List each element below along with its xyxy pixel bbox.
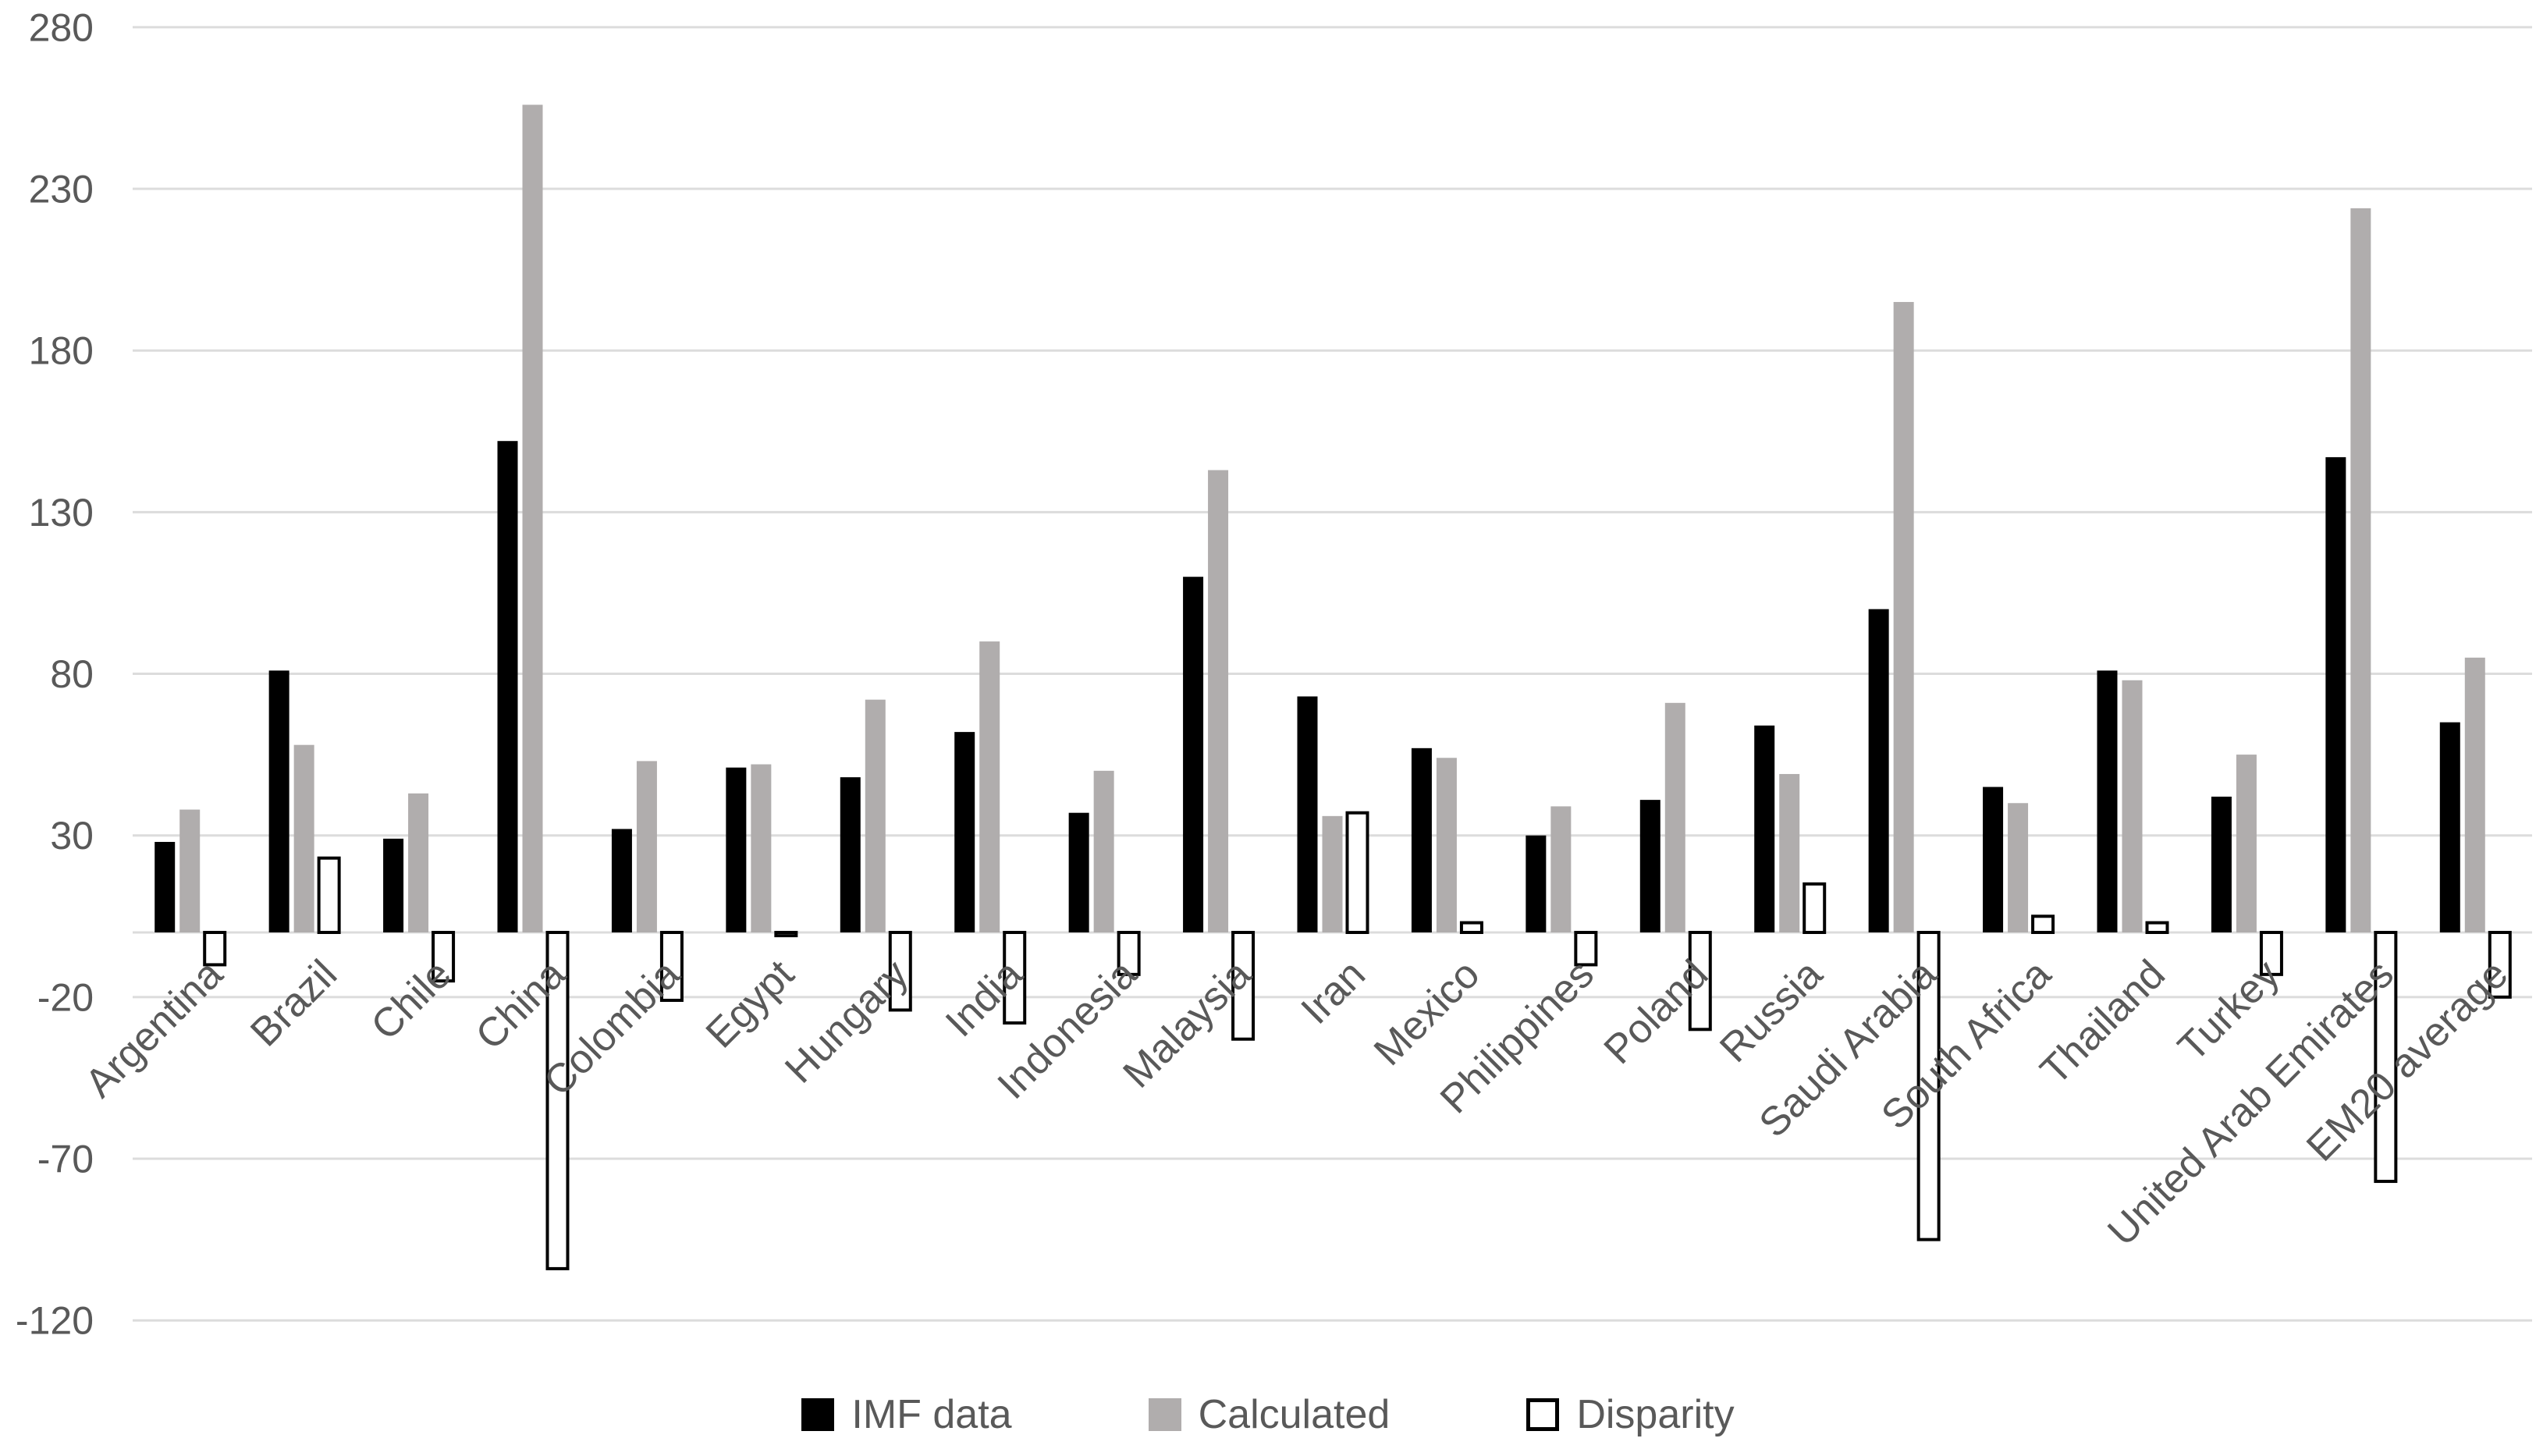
imf-data-bar-south-africa — [1983, 787, 2004, 932]
imf-data-bar-chile — [383, 838, 404, 932]
disparity-bar-south-africa — [2031, 914, 2055, 934]
calculated-bar-colombia — [636, 761, 657, 932]
imf-data-bar-poland — [1639, 800, 1660, 932]
legend-item-imf-data: IMF data — [801, 1391, 1012, 1438]
legend-item-disparity: Disparity — [1526, 1391, 1735, 1438]
legend-label-disparity: Disparity — [1576, 1392, 1735, 1437]
imf-data-bar-argentina — [155, 841, 176, 932]
disparity-bar-saudi-arabia — [1916, 931, 1941, 1241]
imf-data-bar-china — [497, 441, 518, 932]
disparity-bar-argentina — [203, 931, 227, 967]
disparity-bar-india — [1003, 931, 1027, 1025]
x-category-label-thailand: Thailand — [2032, 951, 2174, 1093]
x-category-label-brazil: Brazil — [242, 951, 346, 1055]
calculated-bar-mexico — [1436, 758, 1457, 932]
imf-data-bar-turkey — [2211, 796, 2232, 932]
x-category-label-hungary: Hungary — [776, 951, 917, 1092]
legend-label-imf-data: IMF data — [851, 1392, 1012, 1437]
y-axis-tick-label: -20 — [37, 975, 94, 1019]
bar-chart-plot-area: 280 230 180 130 80 30 -20 -70 -120 Argentina Brazi… — [16, 5, 2532, 1343]
imf-data-swatch-icon — [801, 1398, 835, 1431]
y-axis-tick-label: 180 — [29, 329, 94, 373]
disparity-bar-indonesia — [1117, 931, 1141, 976]
calculated-bar-south-africa — [2008, 803, 2029, 932]
imf-data-bar-united-arab-emirates — [2325, 456, 2346, 932]
disparity-bar-russia — [1803, 882, 1827, 934]
imf-data-bar-em20-average — [2439, 722, 2460, 932]
imf-data-bar-hungary — [840, 777, 861, 932]
calculated-swatch-icon — [1148, 1398, 1181, 1431]
disparity-bar-united-arab-emirates — [2374, 931, 2398, 1184]
calculated-bar-china — [522, 105, 543, 933]
imf-data-bar-indonesia — [1068, 812, 1089, 932]
calculated-bar-malaysia — [1208, 470, 1229, 932]
disparity-bar-thailand — [2145, 921, 2169, 935]
y-axis-tick-label: -120 — [16, 1299, 94, 1343]
calculated-bar-turkey — [2236, 755, 2257, 932]
disparity-bar-malaysia — [1231, 931, 1256, 1041]
y-axis-tick-label: 130 — [29, 491, 94, 534]
calculated-bar-russia — [1779, 773, 1800, 932]
x-category-label-iran: Iran — [1293, 951, 1374, 1032]
y-axis-tick-label: 230 — [29, 168, 94, 211]
y-axis-tick-label: 30 — [50, 814, 94, 858]
calculated-bar-india — [979, 641, 1000, 932]
disparity-bar-colombia — [659, 931, 684, 1003]
calculated-bar-em20-average — [2464, 657, 2485, 932]
calculated-bar-hungary — [865, 699, 886, 932]
imf-data-bar-saudi-arabia — [1868, 609, 1889, 932]
imf-data-bar-thailand — [2097, 670, 2118, 932]
calculated-bar-thailand — [2122, 680, 2143, 932]
legend-item-calculated: Calculated — [1148, 1391, 1391, 1438]
x-category-label-em20-average: EM20 average — [2298, 951, 2516, 1170]
x-category-label-egypt: Egypt — [698, 951, 803, 1056]
disparity-bar-mexico — [1459, 921, 1483, 935]
disparity-bar-hungary — [888, 931, 912, 1012]
disparity-bar-poland — [1688, 931, 1712, 1032]
calculated-bar-poland — [1664, 702, 1685, 932]
disparity-bar-egypt — [774, 931, 798, 938]
imf-data-bar-india — [954, 732, 975, 932]
imf-data-bar-philippines — [1526, 835, 1547, 932]
imf-data-bar-colombia — [611, 829, 632, 932]
chart-legend: IMF data Calculated Disparity — [0, 1380, 2536, 1450]
disparity-swatch-icon — [1526, 1398, 1560, 1431]
disparity-bar-china — [545, 931, 570, 1270]
disparity-bar-iran — [1345, 811, 1369, 935]
disparity-bar-em20-average — [2488, 931, 2512, 999]
imf-data-bar-brazil — [268, 670, 289, 932]
x-category-label-argentina: Argentina — [76, 951, 231, 1106]
disparity-bar-philippines — [1574, 931, 1598, 967]
calculated-bar-egypt — [751, 764, 772, 932]
imf-data-bar-egypt — [726, 767, 747, 932]
imf-data-bar-malaysia — [1183, 577, 1204, 932]
disparity-bar-chile — [432, 931, 456, 983]
imf-data-bar-mexico — [1411, 748, 1432, 932]
calculated-bar-saudi-arabia — [1893, 302, 1914, 932]
y-axis-tick-label: -70 — [37, 1138, 94, 1181]
y-axis-tick-label: 80 — [50, 652, 94, 696]
y-axis-tick-label: 280 — [29, 5, 94, 49]
calculated-bar-chile — [408, 793, 429, 932]
disparity-bar-turkey — [2259, 931, 2283, 976]
calculated-bar-united-arab-emirates — [2350, 208, 2371, 932]
calculated-bar-philippines — [1550, 806, 1572, 932]
disparity-bar-brazil — [317, 856, 341, 934]
imf-data-bar-iran — [1297, 696, 1318, 932]
calculated-bar-brazil — [293, 744, 314, 932]
calculated-bar-iran — [1322, 815, 1343, 932]
calculated-bar-argentina — [179, 809, 201, 932]
imf-data-bar-russia — [1754, 725, 1775, 932]
legend-label-calculated: Calculated — [1198, 1392, 1391, 1437]
calculated-bar-indonesia — [1093, 770, 1114, 932]
